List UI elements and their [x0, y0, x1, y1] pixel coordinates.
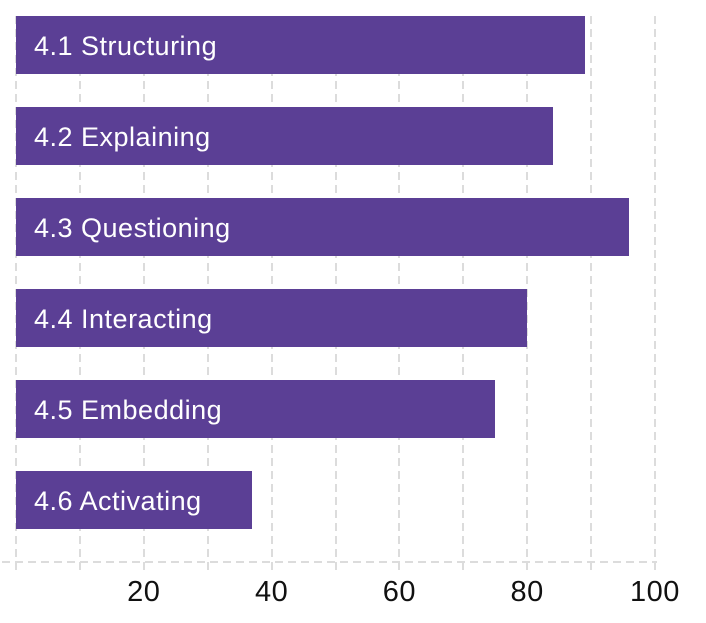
- bar-label: 4.5 Embedding: [34, 395, 223, 425]
- x-tick-label-80: 80: [510, 576, 544, 608]
- bar-label: 4.1 Structuring: [34, 31, 218, 61]
- bar-label: 4.6 Activating: [34, 486, 202, 516]
- bar-label: 4.3 Questioning: [34, 213, 231, 243]
- x-axis-line: [2, 561, 657, 563]
- gridline-100: [654, 16, 656, 572]
- bar-4-6-activating: 4.6 Activating: [16, 471, 253, 529]
- x-tick-label-40: 40: [254, 576, 289, 608]
- x-tick-label-100: 100: [630, 576, 680, 608]
- bar-label: 4.2 Explaining: [34, 122, 211, 152]
- gridline-80: [526, 16, 529, 572]
- bar-4-1-structuring: 4.1 Structuring: [16, 16, 585, 74]
- bar-4-2-explaining: 4.2 Explaining: [16, 107, 553, 165]
- x-tick-label-60: 60: [382, 576, 417, 608]
- bar-4-3-questioning: 4.3 Questioning: [16, 198, 630, 256]
- x-tick-label-20: 20: [127, 576, 161, 608]
- gridline-90: [590, 16, 593, 572]
- bar-4-5-embedding: 4.5 Embedding: [16, 380, 496, 438]
- bar-4-4-interacting: 4.4 Interacting: [16, 289, 528, 347]
- bar-label: 4.4 Interacting: [34, 304, 213, 334]
